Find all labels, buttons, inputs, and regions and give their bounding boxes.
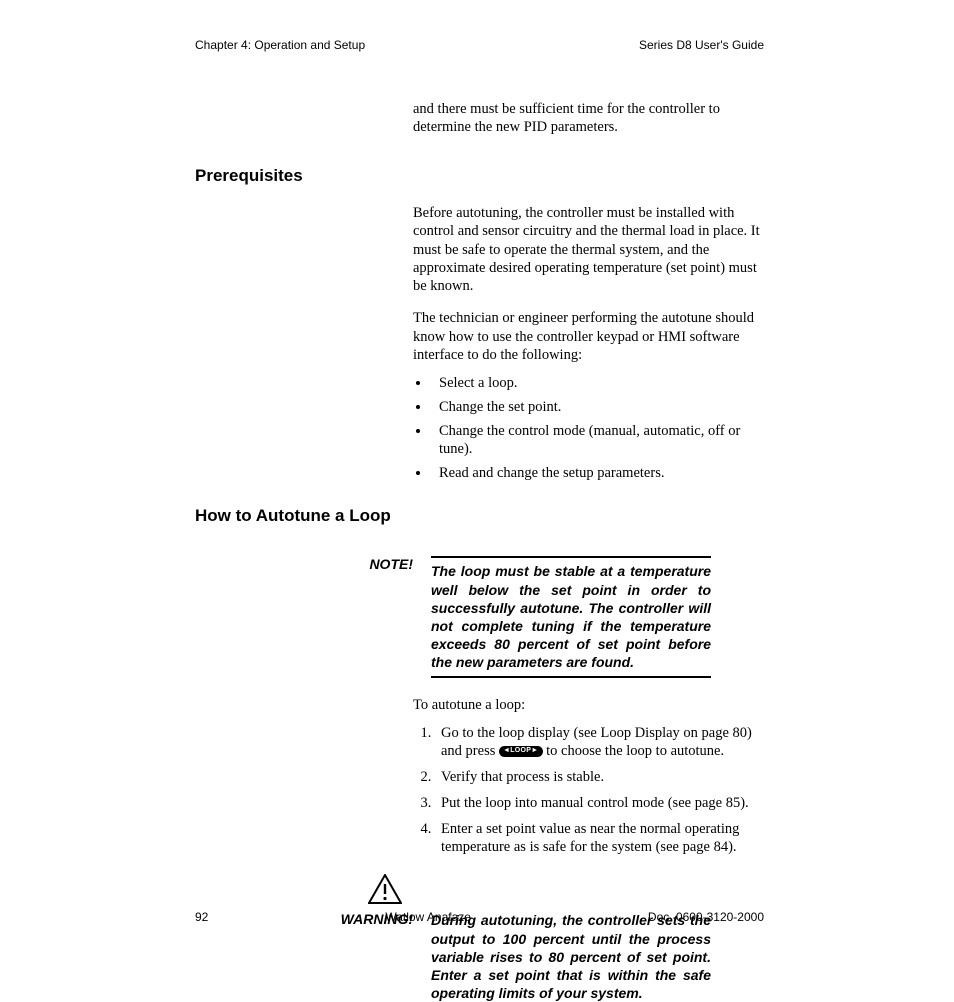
autotune-steps: Go to the loop display (see Loop Display…: [413, 724, 764, 857]
page: Chapter 4: Operation and Setup Series D8…: [0, 0, 954, 954]
bullet-item: Select a loop.: [431, 374, 764, 392]
header-guide: Series D8 User's Guide: [639, 38, 764, 52]
bullet-item: Change the set point.: [431, 398, 764, 416]
warning-icon: [368, 874, 402, 904]
page-header: Chapter 4: Operation and Setup Series D8…: [195, 38, 764, 52]
step-item: Enter a set point value as near the norm…: [435, 820, 764, 856]
section-autotune-title: How to Autotune a Loop: [195, 506, 764, 526]
note-text: The loop must be stable at a temperature…: [431, 556, 711, 677]
page-footer: 92 Watlow Anafaze Doc. 0600-3120-2000: [195, 910, 764, 924]
bullet-item: Change the control mode (manual, automat…: [431, 422, 764, 458]
note-block: NOTE! The loop must be stable at a tempe…: [330, 556, 764, 677]
warning-text: During autotuning, the controller sets t…: [431, 911, 711, 1002]
footer-page-number: 92: [195, 910, 208, 924]
loop-button-icon: ◄LOOP►: [499, 746, 543, 757]
bullet-item: Read and change the setup parameters.: [431, 464, 764, 482]
step-1-text-b: to choose the loop to autotune.: [543, 743, 725, 759]
intro-paragraph: and there must be sufficient time for th…: [413, 100, 764, 136]
autotune-lead: To autotune a loop:: [413, 696, 764, 714]
prereq-para-1: Before autotuning, the controller must b…: [413, 204, 764, 295]
note-label: NOTE!: [330, 556, 431, 572]
step-item: Verify that process is stable.: [435, 768, 764, 786]
header-chapter: Chapter 4: Operation and Setup: [195, 38, 365, 52]
footer-company: Watlow Anafaze: [385, 910, 471, 924]
section-prerequisites-title: Prerequisites: [195, 166, 764, 186]
prereq-bullets: Select a loop. Change the set point. Cha…: [413, 374, 764, 483]
warning-block: WARNING! During autotuning, the controll…: [330, 874, 764, 1002]
step-item: Go to the loop display (see Loop Display…: [435, 724, 764, 760]
step-item: Put the loop into manual control mode (s…: [435, 794, 764, 812]
prereq-para-2: The technician or engineer performing th…: [413, 309, 764, 363]
footer-doc-number: Doc. 0600-3120-2000: [648, 910, 764, 924]
